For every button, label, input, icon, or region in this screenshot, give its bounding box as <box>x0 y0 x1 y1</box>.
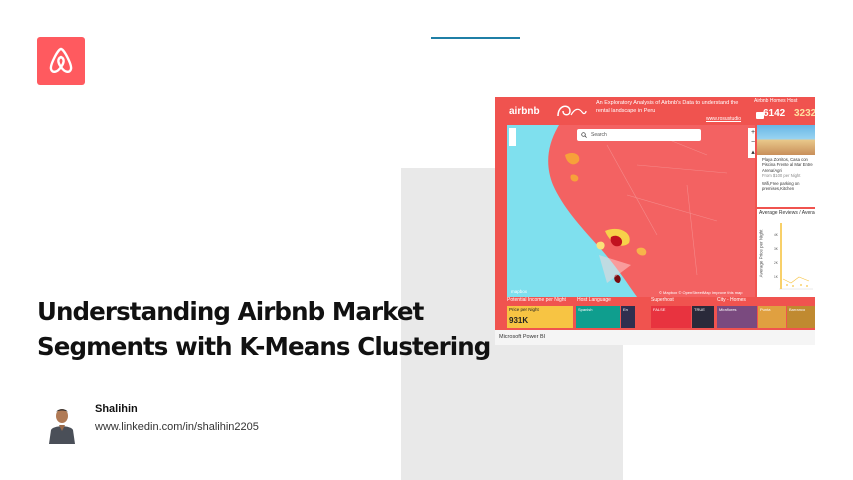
chart-ylabel: Average Price per Night <box>758 229 764 278</box>
treemap-tile[interactable]: Spanish <box>576 306 620 328</box>
chart-plot <box>779 223 813 290</box>
reviews-chart[interactable]: Average Reviews / Average Average Price … <box>757 209 815 297</box>
search-icon <box>581 132 587 138</box>
treemap-tile[interactable]: FALSE <box>651 306 691 328</box>
pbi-kpi-hosts: 3232 <box>794 108 815 119</box>
listing-photo <box>757 125 815 155</box>
chart-tick: 1K <box>774 275 778 279</box>
map-zoom-controls[interactable]: + − ▴ <box>748 128 755 158</box>
listing-details: Playa Zorritos, Casa con Piscina Frente … <box>762 157 814 191</box>
mail-icon[interactable] <box>756 112 764 119</box>
map-graphic <box>507 125 755 297</box>
pbi-url[interactable]: www.rosustudio <box>706 116 742 122</box>
treemap-tile[interactable]: Barranco <box>787 306 815 328</box>
treemap-tile[interactable]: Punta <box>758 306 786 328</box>
treemap-tile[interactable]: En <box>621 306 635 328</box>
map-search-input[interactable]: Search <box>577 129 701 141</box>
zoom-in-icon[interactable]: + <box>750 129 755 136</box>
author-link[interactable]: www.linkedin.com/in/shalihin2205 <box>95 421 259 433</box>
chart-tick: 2K <box>774 261 778 265</box>
map-attribution[interactable]: © Mapbox © OpenStreetMap Improve this ma… <box>659 290 743 295</box>
powerbi-screenshot: airbnb An Exploratory Analysis of Airbnb… <box>495 97 815 345</box>
bottom-label: Superhost <box>651 297 674 303</box>
bottom-label: Potential Income per Night <box>507 297 566 303</box>
pbi-description: An Exploratory Analysis of Airbnb's Data… <box>596 100 739 114</box>
price-label: Price per Night <box>509 307 539 312</box>
author-avatar <box>47 404 77 444</box>
pbi-kpi-homes: 6142 <box>763 108 786 119</box>
zoom-out-icon[interactable]: − <box>750 139 755 146</box>
price-value: 931K <box>509 316 529 325</box>
chart-title: Average Reviews / Average <box>759 210 815 216</box>
chart-tick: 3K <box>774 247 778 251</box>
treemap-tile[interactable]: TRUE <box>692 306 714 328</box>
listing-price: From $100 per Night <box>762 173 801 179</box>
bottom-label: City - Homes <box>717 297 746 303</box>
author-name: Shalihin <box>95 403 138 415</box>
pbi-airbnb-brand: airbnb <box>509 106 540 117</box>
title-line-1: Understanding Airbnb Market <box>37 297 424 326</box>
slide-title: Understanding Airbnb Market Segments wit… <box>37 294 497 364</box>
bottom-label: Host Language <box>577 297 611 303</box>
pbi-footer: Microsoft Power BI <box>495 330 815 345</box>
listing-amenity: Wifi,Free parking on premises,Kitchen <box>762 180 800 192</box>
chart-tick: 4K <box>774 233 778 237</box>
airbnb-logo <box>37 37 85 85</box>
pbi-footer-text: Microsoft Power BI <box>499 334 546 340</box>
pbi-bottom-strip: Potential Income per Night Host Language… <box>507 297 815 330</box>
title-line-2: Segments with K-Means Clustering <box>37 332 491 361</box>
search-placeholder: Search <box>591 132 607 138</box>
airbnb-icon <box>49 47 73 73</box>
map-toolbar[interactable] <box>509 128 516 146</box>
price-card[interactable]: Price per Night 931K <box>507 306 573 328</box>
listing-title: Playa Zorritos, Casa con Piscina Frente … <box>762 157 813 173</box>
accent-line <box>431 37 520 39</box>
treemap-tile[interactable]: Miraflores <box>717 306 757 328</box>
pbi-header: airbnb An Exploratory Analysis of Airbnb… <box>495 97 815 125</box>
pbi-kpi-label: Airbnb Homes Host <box>754 98 798 104</box>
mapbox-logo: mapbox <box>511 289 528 294</box>
peru-logo-icon <box>557 105 587 117</box>
listing-card[interactable]: Playa Zorritos, Casa con Piscina Frente … <box>757 125 815 207</box>
pbi-map[interactable]: Search + − ▴ mapbox © Mapbox © OpenStree… <box>507 125 755 297</box>
compass-icon[interactable]: ▴ <box>751 149 755 156</box>
